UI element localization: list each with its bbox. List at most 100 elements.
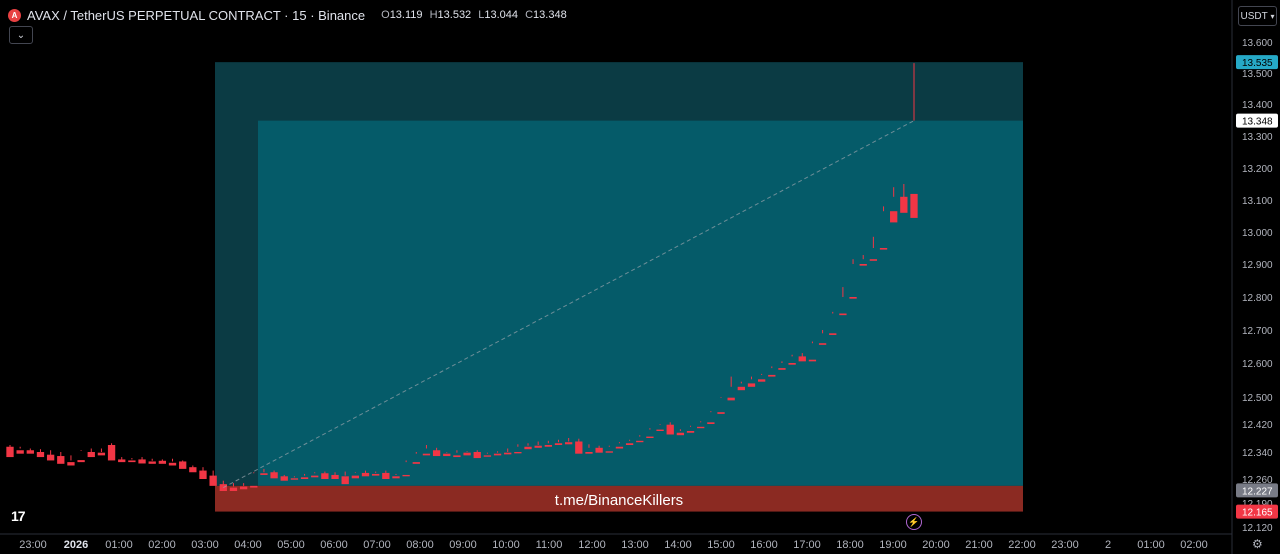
price-tick-label: 13.400 — [1242, 100, 1273, 111]
candle-body — [361, 472, 370, 477]
price-label-bg — [1236, 504, 1278, 519]
candle-body — [372, 473, 380, 476]
candle-body — [564, 442, 573, 445]
time-tick-label: 23:00 — [19, 539, 47, 551]
candle-body — [636, 440, 644, 443]
candle-body — [727, 397, 735, 401]
price-tick-label: 12.700 — [1242, 326, 1273, 337]
candle-body — [869, 259, 878, 261]
price-tick-label: 13.500 — [1242, 69, 1273, 80]
time-tick-label: 2026 — [64, 539, 88, 551]
candle-body — [788, 363, 796, 365]
time-tick-label: 02:00 — [148, 539, 176, 551]
candle-body — [483, 455, 492, 457]
settings-gear-icon[interactable]: ⚙ — [1252, 537, 1263, 551]
candle-body — [686, 431, 695, 433]
time-tick-label: 20:00 — [922, 539, 950, 551]
time-tick-label: 15:00 — [707, 539, 735, 551]
time-tick-label: 2 — [1105, 539, 1111, 551]
time-tick-label: 21:00 — [965, 539, 993, 551]
candle-body — [778, 368, 786, 370]
candle-body — [605, 451, 613, 453]
candle-body — [554, 443, 563, 445]
candle-body — [229, 487, 238, 491]
candle-body — [585, 452, 593, 454]
price-label-bg — [1236, 55, 1278, 70]
price-label: 12.227 — [1242, 486, 1273, 497]
candle-body — [656, 429, 664, 431]
time-tick-label: 14:00 — [664, 539, 692, 551]
close-value: 13.348 — [533, 9, 567, 21]
candle-body — [57, 456, 65, 464]
low-key: L — [478, 9, 485, 21]
candle-body — [351, 475, 360, 479]
candle-body — [646, 436, 654, 438]
watermark-text: t.me/BinanceKillers — [554, 492, 684, 509]
candle-body — [341, 476, 349, 485]
open-value: 13.119 — [389, 9, 423, 21]
candle-body — [26, 450, 34, 454]
candle-body — [311, 475, 319, 478]
price-label: 13.535 — [1242, 58, 1273, 69]
candle-body — [900, 196, 908, 213]
candle-body — [138, 459, 146, 464]
candle-body — [6, 446, 14, 458]
candle-body — [849, 297, 857, 299]
time-tick-label: 23:00 — [1051, 539, 1079, 551]
candle-body — [77, 460, 85, 463]
candle-body — [473, 452, 481, 459]
high-key: H — [429, 9, 438, 21]
chevron-down-icon[interactable]: ⌄ — [9, 26, 33, 44]
lightning-icon[interactable]: ⚡ — [906, 514, 922, 530]
time-tick-label: 13:00 — [621, 539, 649, 551]
candle-body — [179, 461, 187, 469]
candle-body — [625, 443, 634, 445]
candle-body — [717, 412, 725, 414]
candle-body — [250, 485, 258, 488]
trend-line — [223, 120, 915, 489]
price-tick-label: 13.100 — [1242, 196, 1273, 207]
currency-dropdown[interactable]: USDT ▾ — [1238, 6, 1277, 26]
symbol-title[interactable]: AVAX / TetherUS PERPETUAL CONTRACT · 15 … — [27, 7, 366, 23]
price-tick-label: 12.260 — [1242, 475, 1273, 486]
candle-body — [493, 453, 502, 456]
avax-logo-icon: A — [8, 8, 21, 22]
candle-body — [575, 441, 583, 454]
candle-body — [148, 461, 156, 464]
price-tick-label: 12.500 — [1242, 393, 1273, 404]
price-tick-label: 12.190 — [1242, 499, 1273, 510]
candle-body — [239, 486, 248, 490]
candle-body — [36, 452, 45, 458]
time-tick-label: 03:00 — [191, 539, 219, 551]
candle-body — [666, 424, 674, 435]
candle-body — [676, 432, 685, 436]
time-tick-label: 16:00 — [750, 539, 778, 551]
price-tick-label: 12.420 — [1242, 420, 1273, 431]
candle-body — [422, 453, 431, 456]
target-zone-inner — [258, 120, 1023, 486]
candle-body — [453, 455, 461, 458]
price-tick-label: 13.600 — [1242, 38, 1273, 49]
open-key: O — [381, 9, 390, 21]
candle-body — [331, 474, 339, 479]
tradingview-logo-icon[interactable]: 17 — [11, 508, 26, 524]
candle-body — [768, 374, 776, 377]
candle-body — [808, 359, 817, 362]
price-tick-label: 13.000 — [1242, 228, 1273, 239]
candle-body — [747, 383, 756, 387]
price-label: 13.348 — [1242, 117, 1273, 128]
candle-body — [300, 477, 309, 479]
candle-body — [382, 472, 390, 479]
candle-body — [859, 264, 867, 266]
candle-body — [158, 460, 167, 464]
time-tick-label: 08:00 — [406, 539, 434, 551]
candle-body — [290, 478, 299, 480]
candle-body — [524, 446, 532, 450]
candle-body — [412, 462, 420, 464]
candle-body — [199, 470, 207, 479]
candle-body — [757, 379, 766, 382]
stop-loss-band — [215, 485, 1023, 512]
price-label-bg — [1236, 483, 1278, 498]
candle-body — [798, 356, 806, 362]
